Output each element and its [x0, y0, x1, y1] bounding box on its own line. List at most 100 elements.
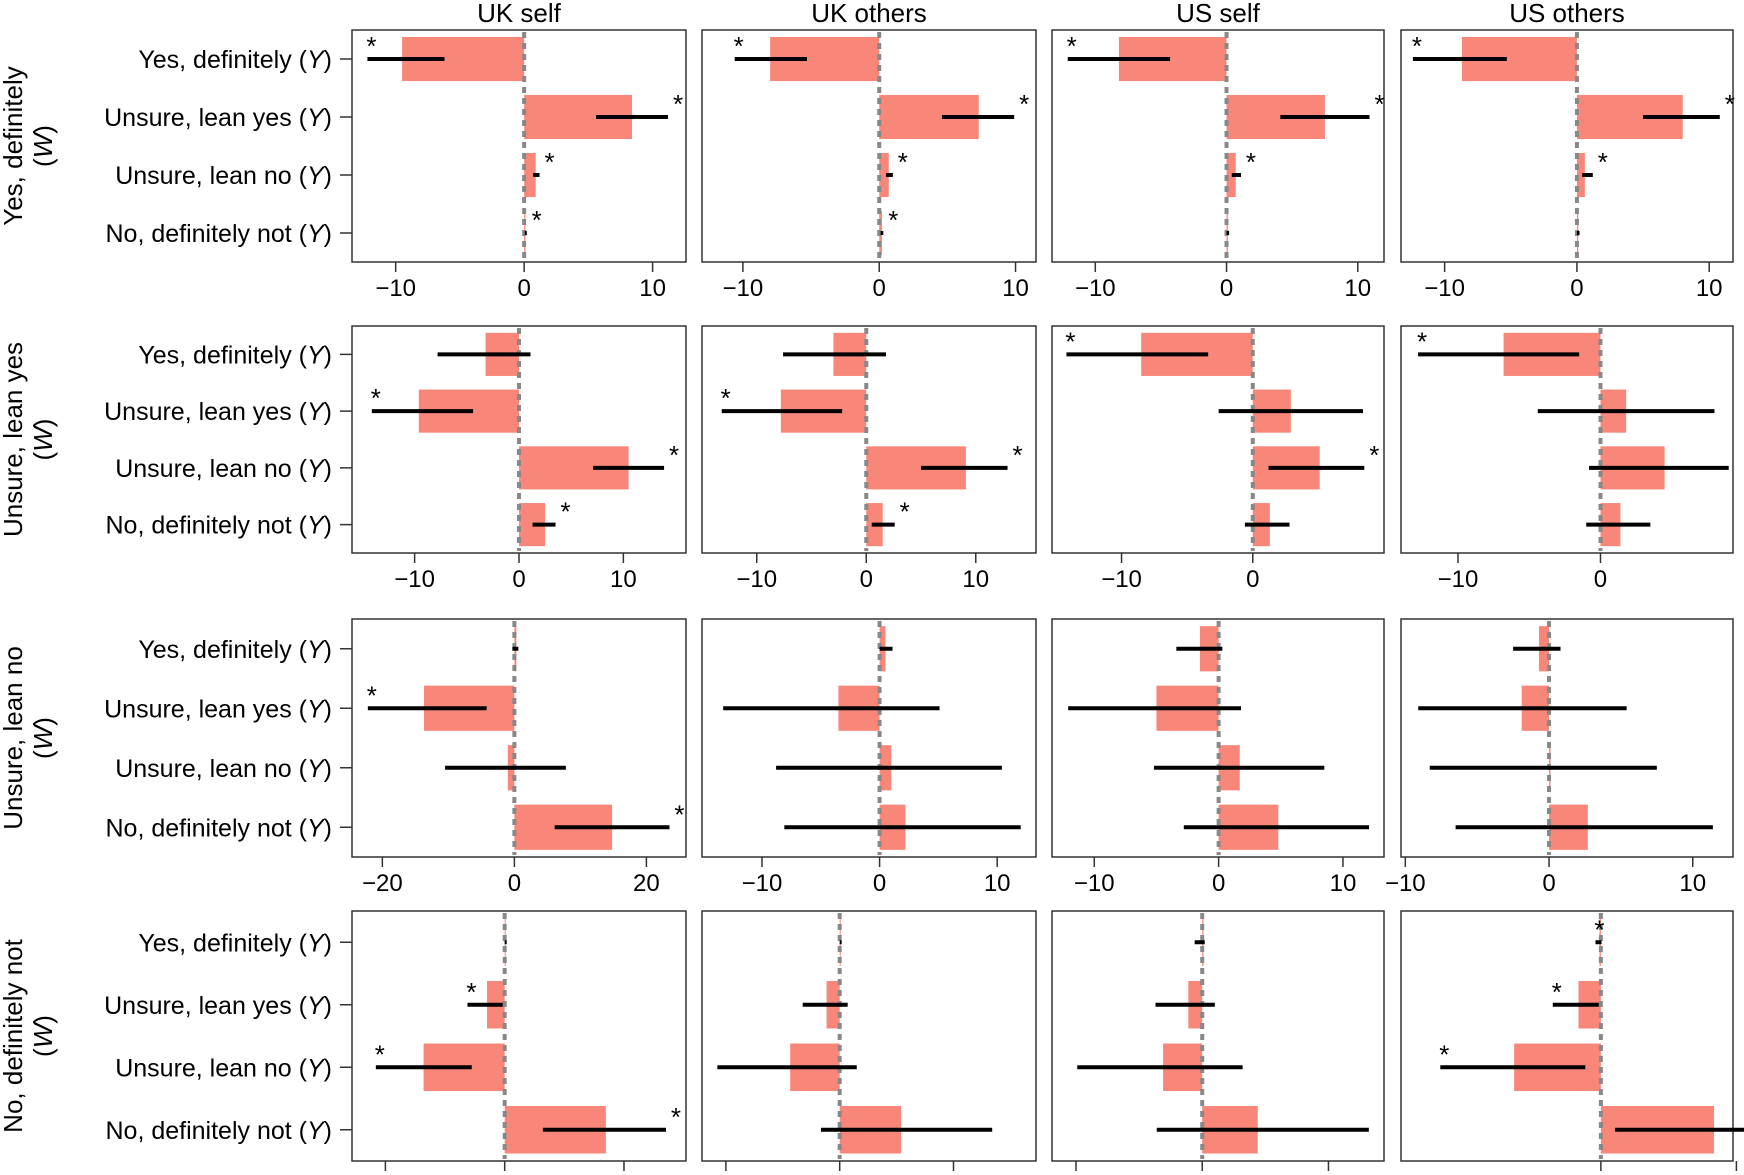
tick-label: −10 [1075, 275, 1116, 302]
row-title: Unsure, lean no (W) [0, 646, 58, 830]
tick-label: 0 [1246, 566, 1259, 593]
category-label: Unsure, lean yes (Y) [104, 104, 332, 132]
row-title-var: (W) [28, 125, 58, 167]
tick-label: 0 [512, 566, 525, 593]
significance-star: * [1246, 147, 1256, 177]
row-title: No, definitely not (W) [0, 938, 58, 1132]
panel-frame [1400, 910, 1734, 1162]
tick-label: 0 [517, 275, 530, 302]
panel-frame [351, 29, 687, 263]
tick-label: 10 [1696, 275, 1723, 302]
panel-frame [351, 910, 687, 1162]
significance-star: * [1375, 89, 1385, 119]
panel-frame [701, 910, 1037, 1162]
row-title-main: Unsure, lean no [0, 646, 28, 830]
significance-star: * [544, 147, 554, 177]
row-title-var: (W) [28, 419, 58, 461]
tick-label: 20 [633, 870, 660, 897]
tick-label: −10 [1385, 870, 1426, 897]
tick-label: −20 [362, 870, 403, 897]
tick-label: −10 [1074, 870, 1115, 897]
bar [1576, 152, 1585, 198]
panel-frame [701, 618, 1037, 858]
tick-label: −10 [1438, 566, 1479, 593]
significance-star: * [888, 205, 898, 235]
significance-star: * [1417, 326, 1427, 356]
panel-frame [701, 325, 1037, 554]
tick-label: 0 [1220, 275, 1233, 302]
significance-star: * [560, 497, 570, 527]
category-label: Yes, definitely (Y) [138, 341, 332, 369]
significance-star: * [466, 977, 476, 1007]
column-title: UK others [811, 0, 927, 28]
category-label: Yes, definitely (Y) [138, 46, 332, 74]
panel-frame [1051, 29, 1385, 263]
tick-label: 0 [1212, 870, 1225, 897]
significance-star: * [669, 440, 679, 470]
tick-label: 10 [1344, 275, 1371, 302]
significance-star: * [1598, 147, 1608, 177]
significance-star: * [671, 1102, 681, 1132]
significance-star: * [366, 31, 376, 61]
significance-star: * [1012, 440, 1022, 470]
tick-label: 0 [508, 870, 521, 897]
significance-star: * [1019, 89, 1029, 119]
significance-star: * [1552, 977, 1562, 1007]
row-title-main: Yes, definitely [0, 66, 28, 225]
panel-frame [1400, 325, 1734, 554]
panel-frame [351, 618, 687, 858]
significance-star: * [900, 497, 910, 527]
significance-star: * [1439, 1039, 1449, 1069]
panel-frame [1051, 910, 1385, 1162]
panel-frame [1051, 325, 1385, 554]
row-title-var: (W) [28, 1015, 58, 1057]
category-label: Unsure, lean no (Y) [115, 1054, 332, 1082]
tick-label: 10 [639, 275, 666, 302]
category-label: Unsure, lean no (Y) [115, 162, 332, 190]
significance-star: * [1065, 326, 1075, 356]
category-label: No, definitely not (Y) [105, 814, 332, 842]
bar [1226, 152, 1236, 198]
panel-frame [1400, 618, 1734, 858]
tick-label: 0 [1570, 275, 1583, 302]
column-title: US others [1509, 0, 1625, 28]
category-label: No, definitely not (Y) [105, 220, 332, 248]
tick-label: −10 [723, 275, 764, 302]
row-title-main: Unsure, lean yes [0, 342, 28, 537]
column-title: US self [1176, 0, 1261, 28]
tick-label: −10 [742, 870, 783, 897]
row-title: Yes, definitely (W) [0, 66, 58, 225]
row-title-main: No, definitely not [0, 938, 28, 1132]
significance-star: * [673, 89, 683, 119]
category-label: No, definitely not (Y) [105, 1117, 332, 1145]
significance-star: * [734, 31, 744, 61]
tick-label: 10 [610, 566, 637, 593]
tick-label: 10 [962, 566, 989, 593]
panel-frame [701, 29, 1037, 263]
panel-frame [1400, 29, 1734, 263]
significance-star: * [1594, 914, 1604, 944]
tick-label: −10 [1424, 275, 1465, 302]
tick-label: −10 [1101, 566, 1142, 593]
significance-star: * [532, 205, 542, 235]
category-label: Unsure, lean yes (Y) [104, 992, 332, 1020]
tick-label: 0 [860, 566, 873, 593]
significance-star: * [1067, 31, 1077, 61]
category-label: No, definitely not (Y) [105, 512, 332, 540]
bar [879, 152, 889, 198]
category-label: Yes, definitely (Y) [138, 929, 332, 957]
significance-star: * [367, 680, 377, 710]
tick-label: 10 [1679, 870, 1706, 897]
category-label: Unsure, lean no (Y) [115, 455, 332, 483]
tick-label: −10 [375, 275, 416, 302]
category-label: Unsure, lean no (Y) [115, 755, 332, 783]
tick-label: 10 [1002, 275, 1029, 302]
row-title: Unsure, lean yes (W) [0, 342, 58, 537]
row-title-var: (W) [28, 717, 58, 759]
tick-label: 10 [984, 870, 1011, 897]
bar [524, 152, 536, 198]
significance-star: * [1725, 89, 1735, 119]
significance-star: * [375, 1039, 385, 1069]
tick-label: −10 [736, 566, 777, 593]
